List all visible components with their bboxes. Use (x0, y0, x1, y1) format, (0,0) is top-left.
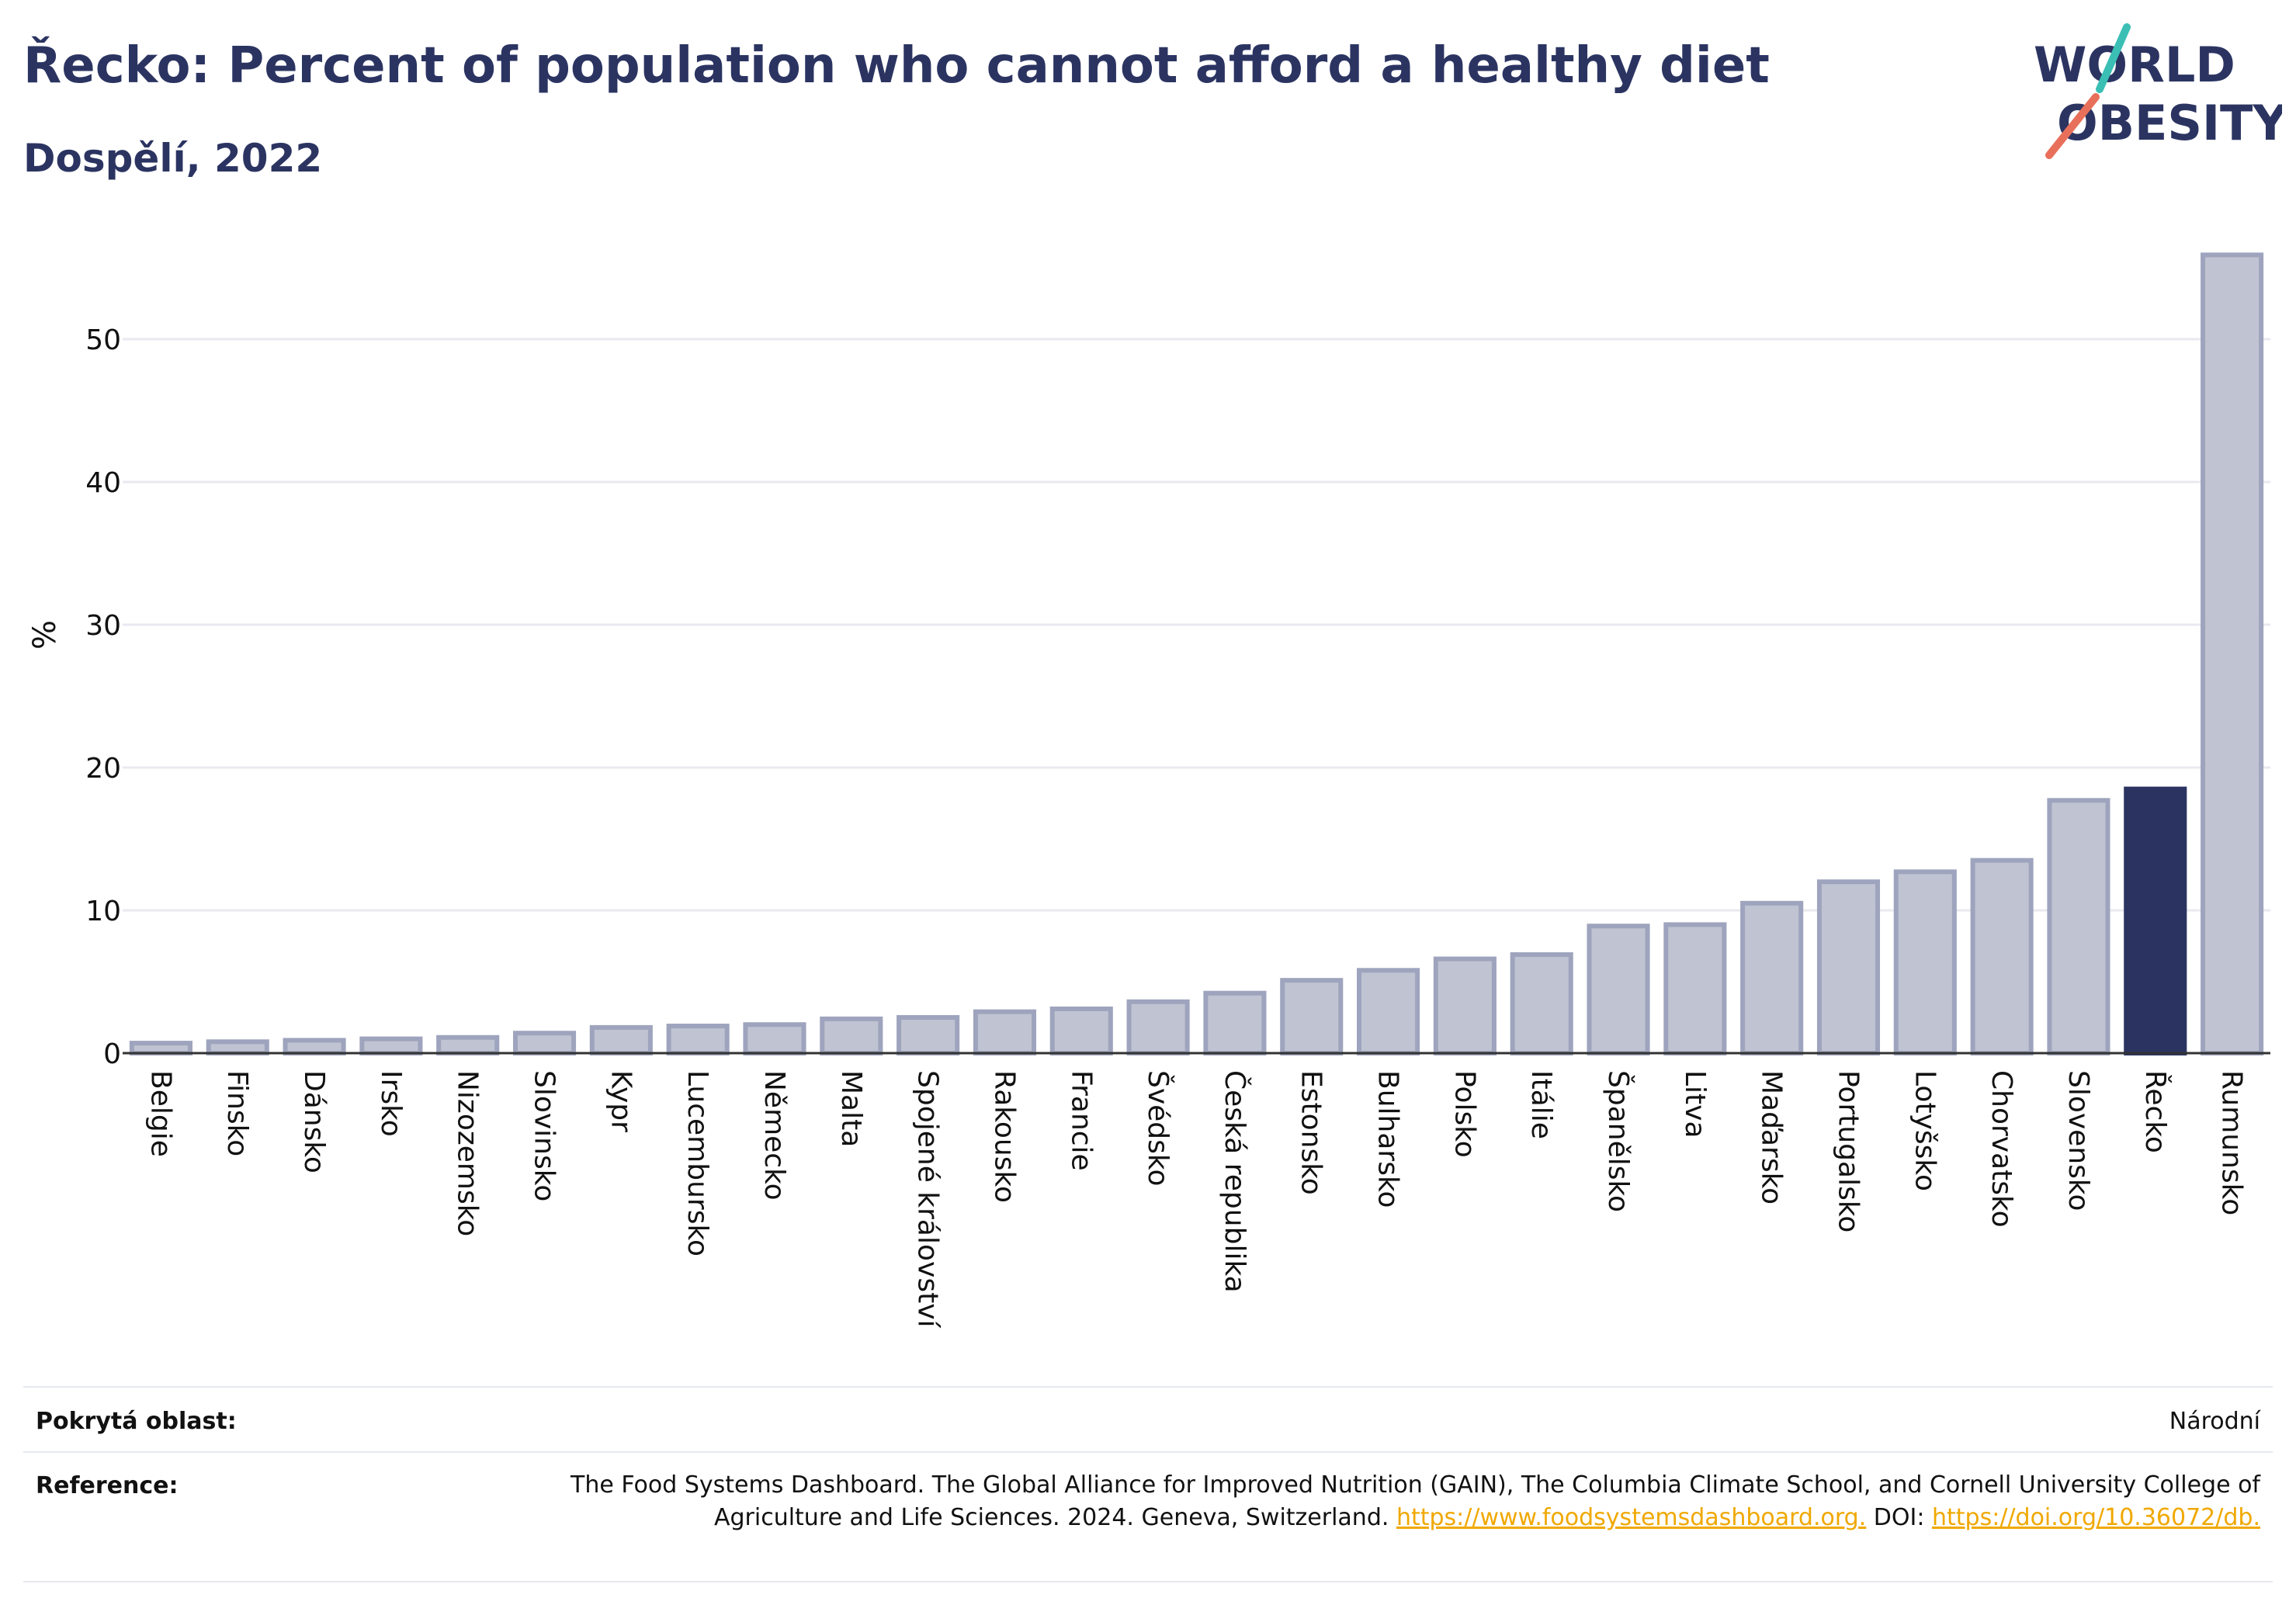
bar-15[interactable] (1280, 978, 1344, 1056)
x-tick-label: Belgie (144, 1070, 176, 1157)
x-tick-label: Rumunsko (2216, 1070, 2248, 1215)
bar-13[interactable] (1126, 999, 1190, 1056)
x-tick-label: Řecko (2139, 1070, 2172, 1153)
bar-16[interactable] (1357, 968, 1420, 1056)
bar-8[interactable] (743, 1022, 806, 1055)
x-tick-label: Bulharsko (1372, 1070, 1404, 1208)
bar-23[interactable] (1893, 869, 1957, 1055)
reference-link-doi[interactable]: https://doi.org/10.36072/db. (1932, 1504, 2260, 1531)
bar-4[interactable] (436, 1035, 500, 1056)
bar-19[interactable] (1587, 924, 1650, 1055)
bar-1[interactable] (206, 1039, 269, 1056)
y-tick-label: 20 (85, 753, 121, 785)
world-obesity-logo: WORLD OBESITY (2034, 23, 2282, 159)
x-tick-label: Maďarsko (1756, 1070, 1788, 1204)
x-tick-label: Polsko (1448, 1070, 1480, 1158)
reference-text: The Food Systems Dashboard. The Global A… (514, 1469, 2260, 1534)
bar-10[interactable] (897, 1015, 960, 1055)
bar-2[interactable] (283, 1038, 346, 1055)
svg-text:WORLD: WORLD (2034, 36, 2235, 93)
x-tick-label: Španělsko (1602, 1070, 1635, 1212)
y-tick-label: 50 (85, 324, 121, 356)
x-tick-label: Slovinsko (529, 1070, 560, 1201)
x-tick-label: Irsko (375, 1070, 407, 1137)
x-tick-label: Chorvatsko (1986, 1070, 2017, 1228)
coverage-label: Pokrytá oblast: (36, 1408, 237, 1435)
bar-24[interactable] (1970, 858, 2034, 1055)
x-tick-label: Německo (758, 1070, 790, 1201)
bar-22[interactable] (1816, 879, 1881, 1055)
y-tick-label: 30 (85, 610, 121, 642)
x-tick-label: Finsko (221, 1070, 253, 1156)
x-tick-label: Lotyšsko (1909, 1070, 1941, 1191)
x-tick-label: Dánsko (298, 1070, 330, 1173)
bar-20[interactable] (1663, 922, 1727, 1056)
bar-27[interactable] (2201, 252, 2264, 1056)
x-tick-label: Nizozemsko (452, 1070, 484, 1236)
divider (23, 1581, 2273, 1582)
x-tick-label: Portugalsko (1832, 1070, 1864, 1232)
x-tick-label: Malta (835, 1070, 867, 1147)
bar-14[interactable] (1203, 990, 1267, 1055)
bar-7[interactable] (666, 1024, 730, 1056)
divider (23, 1386, 2273, 1388)
reference-citation: The Food Systems Dashboard. The Global A… (571, 1471, 2260, 1531)
y-tick-label: 0 (103, 1038, 121, 1070)
bar-26[interactable] (2124, 786, 2187, 1055)
bar-3[interactable] (359, 1036, 423, 1055)
bar-17[interactable] (1433, 956, 1497, 1056)
x-tick-label: Litva (1679, 1070, 1711, 1139)
x-tick-label: Slovensko (2062, 1070, 2094, 1211)
y-tick-label: 10 (85, 896, 121, 927)
bar-6[interactable] (589, 1024, 653, 1056)
divider (23, 1451, 2273, 1453)
bar-11[interactable] (973, 1009, 1036, 1056)
x-tick-label: Švédsko (1142, 1070, 1174, 1187)
x-tick-label: Francie (1065, 1070, 1097, 1171)
chart-subtitle: Dospělí, 2022 (23, 136, 323, 181)
reference-label: Reference: (36, 1472, 179, 1499)
bar-21[interactable] (1740, 900, 1804, 1056)
x-tick-label: Estonsko (1295, 1070, 1327, 1195)
bar-18[interactable] (1510, 952, 1573, 1056)
bar-12[interactable] (1049, 1006, 1113, 1055)
x-tick-label: Rakousko (988, 1070, 1020, 1203)
chart-title: Řecko: Percent of population who cannot … (23, 37, 1770, 95)
reference-link-dashboard[interactable]: https://www.foodsystemsdashboard.org. (1396, 1504, 1867, 1531)
y-tick-label: 40 (85, 467, 121, 499)
x-tick-label: Česká republika (1219, 1070, 1251, 1293)
bar-0[interactable] (129, 1041, 192, 1055)
reference-doi-label: DOI: (1866, 1504, 1932, 1531)
bar-9[interactable] (820, 1016, 883, 1055)
bar-chart: 0 10 20 30 40 50 Belgie Finsko Dánsko Irsko Nizoze… (85, 252, 2270, 1329)
coverage-value: Národní (2169, 1408, 2260, 1435)
x-tick-label: Itálie (1525, 1070, 1557, 1139)
x-tick-label: Kypr (605, 1070, 636, 1132)
bar-25[interactable] (2047, 798, 2110, 1055)
x-tick-label: Lucembursko (682, 1070, 713, 1256)
bar-5[interactable] (512, 1031, 577, 1055)
x-tick-label: Spojené království (912, 1070, 944, 1329)
